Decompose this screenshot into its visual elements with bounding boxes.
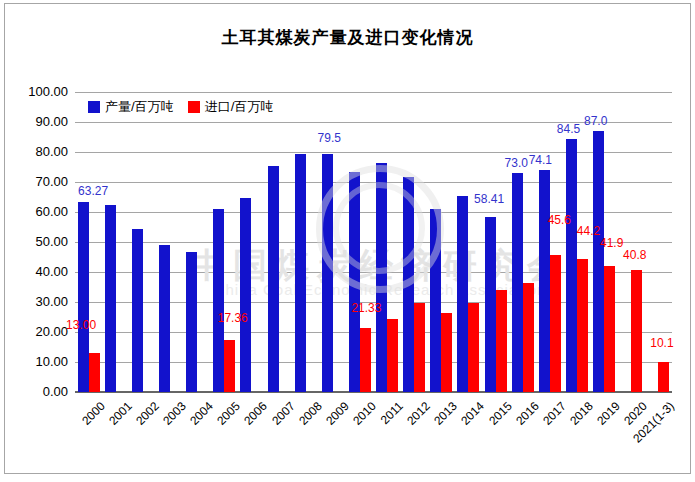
bar-production-2007: [268, 166, 279, 392]
bar-production-2008: [295, 154, 306, 392]
bar-import-2012: [414, 303, 425, 392]
data-label: 17.36: [193, 312, 273, 325]
bar-production-2017: [539, 170, 550, 392]
bar-import-2015: [496, 290, 507, 392]
import-swatch-icon: [188, 101, 200, 113]
bar-import-2010: [360, 328, 371, 392]
bar-production-2001: [105, 205, 116, 393]
data-label: 79.5: [289, 132, 369, 145]
bar-import-2000: [89, 353, 100, 392]
y-axis-tick-label: 60.00: [8, 204, 68, 219]
bar-production-2006: [240, 198, 251, 392]
data-label: 40.8: [595, 249, 675, 262]
bar-production-2015: [485, 217, 496, 392]
legend-label-production: 产量/百万吨: [105, 98, 174, 116]
gridline: [75, 152, 672, 153]
data-label: 63.27: [53, 185, 133, 198]
data-label: 74.1: [500, 154, 580, 167]
gridline: [75, 182, 672, 183]
bar-production-2014: [457, 196, 468, 392]
y-axis-tick-label: 90.00: [8, 114, 68, 129]
bar-production-2011: [376, 163, 387, 392]
bar-production-2005: [213, 209, 224, 392]
y-axis-tick-label: 100.00: [8, 84, 68, 99]
bar-import-2016: [523, 283, 534, 392]
y-axis-tick-label: 80.00: [8, 144, 68, 159]
data-label: 21.33: [326, 302, 406, 315]
bar-import-2019: [604, 266, 615, 392]
legend-label-import: 进口/百万吨: [205, 98, 274, 116]
chart-legend: 产量/百万吨 进口/百万吨: [88, 99, 287, 115]
bar-import-2018: [577, 259, 588, 392]
bar-production-2010: [349, 172, 360, 392]
bar-import-2011: [387, 319, 398, 392]
bar-import-2014: [468, 303, 479, 392]
bar-production-2009: [322, 154, 333, 393]
data-label: 13.00: [41, 319, 121, 332]
bar-import-2005: [224, 340, 235, 392]
bar-production-2016: [512, 173, 523, 392]
chart: 土耳其煤炭产量及进口变化情况 中国煤炭经济研究会 China Coal Econ…: [0, 0, 695, 482]
gridline: [75, 92, 672, 93]
bar-import-2021(1-3): [658, 362, 669, 392]
chart-title: 土耳其煤炭产量及进口变化情况: [0, 26, 695, 49]
bar-production-2012: [403, 177, 414, 392]
bar-production-2013: [430, 209, 441, 392]
bar-import-2017: [550, 255, 561, 392]
data-label: 10.1: [622, 337, 695, 350]
y-axis-tick-label: 0.00: [8, 384, 68, 399]
bar-production-2003: [159, 245, 170, 392]
production-swatch-icon: [88, 101, 100, 113]
bar-production-2018: [566, 139, 577, 393]
y-axis-tick-label: 10.00: [8, 354, 68, 369]
gridline: [75, 212, 672, 213]
bar-production-2002: [132, 229, 143, 392]
data-label: 58.41: [449, 193, 529, 206]
legend-item-production: 产量/百万吨: [88, 98, 174, 116]
bar-import-2020: [631, 270, 642, 392]
data-label: 87.0: [556, 115, 636, 128]
legend-item-import: 进口/百万吨: [188, 98, 274, 116]
bar-production-2000: [78, 202, 89, 392]
bar-import-2013: [441, 313, 452, 393]
